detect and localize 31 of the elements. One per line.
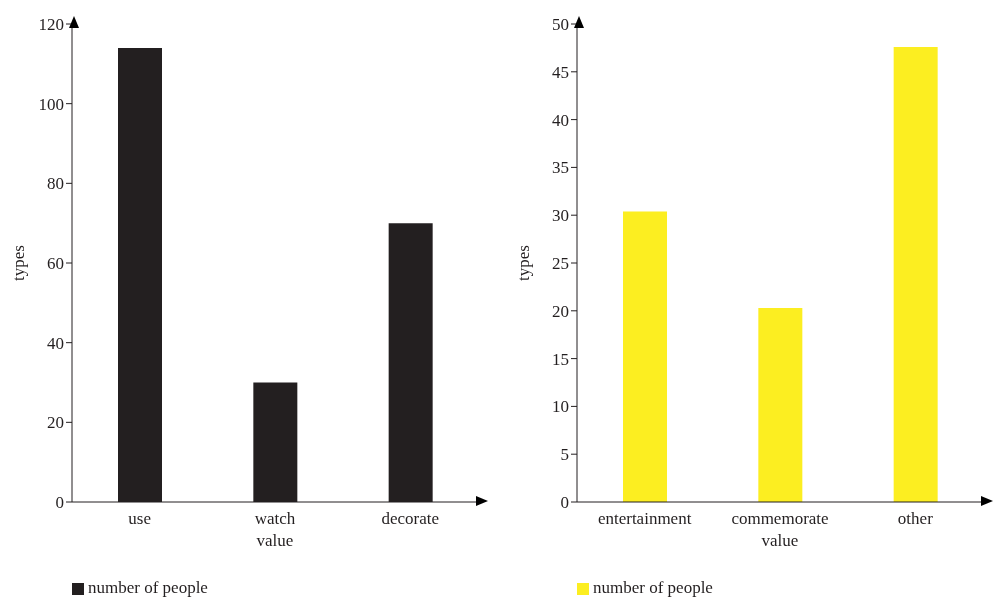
y-tick-label: 35 [552, 158, 569, 178]
x-tick-label: commemorate value [731, 509, 829, 550]
bar [758, 307, 803, 502]
y-tick-label: 0 [560, 493, 569, 513]
y-tick-label: 80 [47, 174, 64, 194]
legend-label: number of people [593, 578, 713, 597]
y-tick-label: 5 [560, 445, 569, 465]
x-tick-label: decorate [381, 509, 440, 528]
bar [623, 211, 667, 502]
y-axis-title: types [514, 245, 534, 281]
y-tick-label: 60 [47, 254, 64, 274]
y-tick-label: 0 [55, 493, 64, 513]
y-tick-label: 20 [552, 301, 569, 321]
y-tick-label: 40 [552, 110, 569, 130]
y-tick-label: 45 [552, 62, 569, 82]
y-tick-label: 20 [47, 413, 64, 433]
y-tick-label: 10 [552, 397, 569, 417]
y-tick-label: 40 [47, 333, 64, 353]
bar [893, 46, 938, 502]
y-tick-label: 15 [552, 349, 569, 369]
x-tick-label: other [897, 509, 934, 528]
y-tick-label: 120 [38, 15, 64, 35]
y-axis-title: types [9, 245, 29, 281]
legend-label: number of people [88, 578, 208, 597]
y-tick-label: 50 [552, 15, 569, 35]
x-tick-label: entertainment [597, 509, 692, 528]
y-tick-label: 30 [552, 206, 569, 226]
x-tick-label: use [128, 509, 151, 528]
x-tick-label: watch value [254, 509, 296, 550]
y-tick-label: 100 [38, 94, 64, 114]
y-tick-label: 25 [552, 254, 569, 274]
